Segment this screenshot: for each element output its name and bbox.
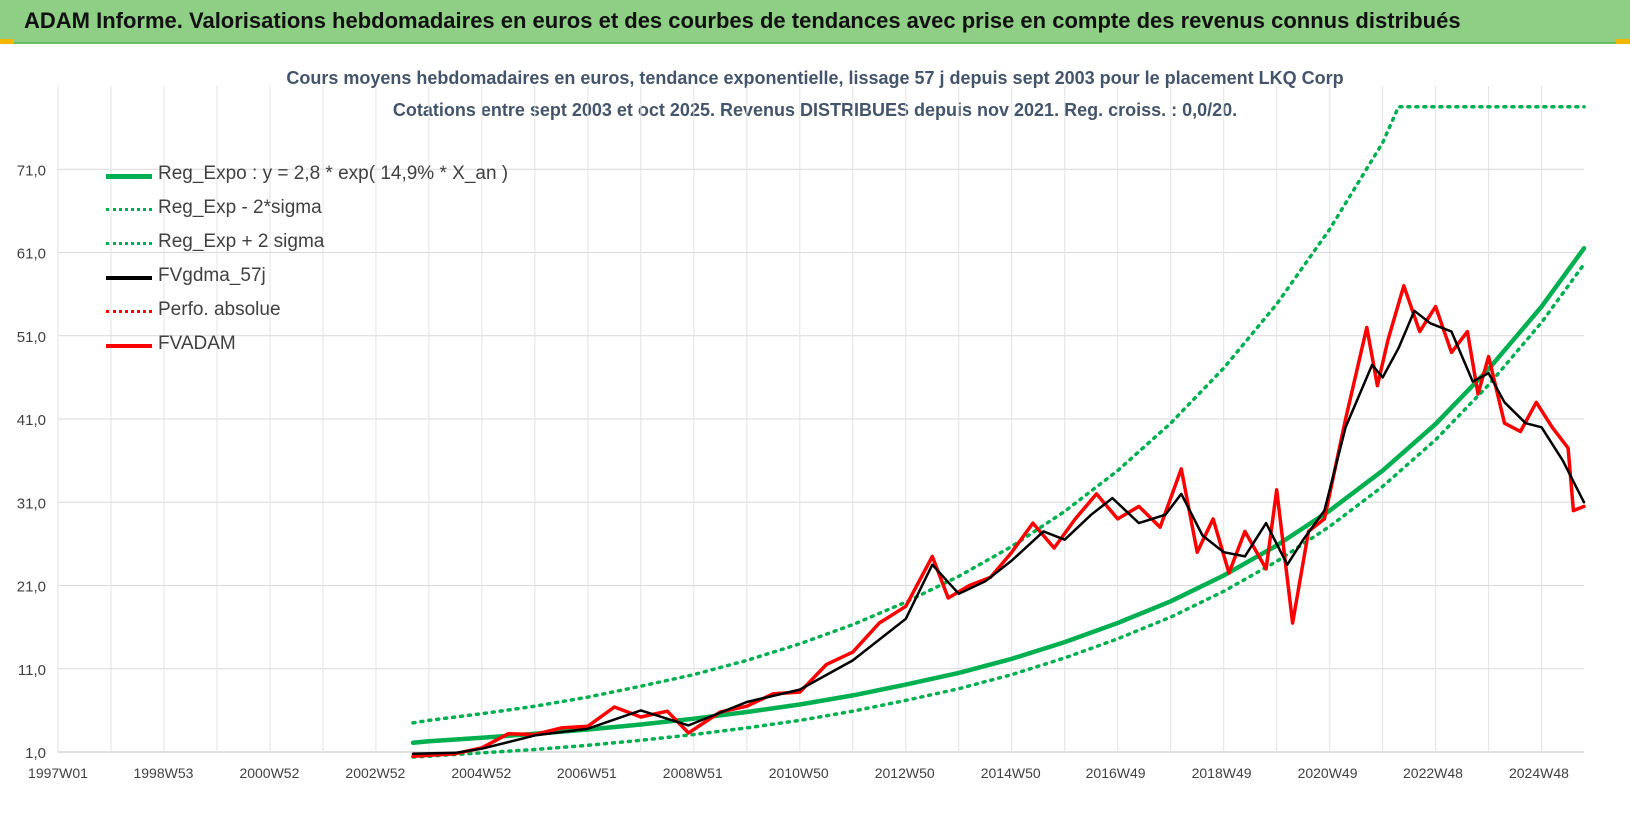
y-tick-label: 61,0 — [17, 246, 46, 263]
legend-label: Perfo. absolue — [158, 299, 281, 320]
x-tick-label: 1998W53 — [133, 765, 193, 781]
legend-swatch — [106, 276, 152, 280]
x-tick-label: 2004W52 — [451, 765, 511, 781]
y-tick-label: 21,0 — [17, 579, 46, 596]
chart-title-line2: Cotations entre sept 2003 et oct 2025. R… — [392, 100, 1238, 120]
legend-swatch — [106, 242, 152, 245]
series-line-2 — [411, 105, 1586, 725]
x-tick-label: 1997W01 — [28, 765, 88, 781]
x-tick-label: 2006W51 — [557, 765, 617, 781]
legend-swatch — [106, 174, 152, 179]
y-tick-label: 41,0 — [17, 412, 46, 429]
x-tick-label: 2022W48 — [1403, 765, 1463, 781]
x-tick-label: 2000W52 — [239, 765, 299, 781]
x-tick-label: 2018W49 — [1192, 765, 1252, 781]
x-axis: 1997W01 1998W53 2000W52 2002W52 2004W52 2006W… — [28, 765, 1569, 781]
y-tick-label: 51,0 — [17, 329, 46, 346]
x-tick-label: 2008W51 — [663, 765, 723, 781]
x-tick-label: 2024W48 — [1509, 765, 1569, 781]
y-axis: 1,0 11,0 21,0 31,0 41,0 51,0 61,0 71,0 — [17, 162, 46, 762]
x-tick-label: 2012W50 — [875, 765, 935, 781]
y-tick-label: 11,0 — [18, 662, 46, 679]
chart-title-line1: Cours moyens hebdomadaires en euros, ten… — [286, 68, 1344, 88]
y-tick-label: 1,0 — [25, 745, 46, 762]
legend-swatch — [106, 310, 152, 313]
y-tick-label: 71,0 — [17, 162, 46, 179]
report-title: ADAM Informe. Valorisations hebdomadaire… — [24, 8, 1461, 33]
x-tick-label: 2020W49 — [1298, 765, 1358, 781]
x-tick-label: 2016W49 — [1086, 765, 1146, 781]
grid-lines — [57, 86, 1584, 753]
x-tick-label: 2014W50 — [981, 765, 1041, 781]
legend-swatch — [106, 208, 152, 211]
corner-marker-right — [1616, 39, 1630, 44]
y-tick-label: 31,0 — [17, 495, 46, 512]
report-header: ADAM Informe. Valorisations hebdomadaire… — [0, 0, 1630, 44]
legend-label: Reg_Exp - 2*sigma — [158, 197, 322, 218]
legend-swatch — [106, 344, 152, 348]
legend-label: Reg_Exp + 2 sigma — [158, 231, 325, 252]
legend-label: FVgdma_57j — [158, 265, 266, 286]
series-lines — [410, 105, 1587, 759]
corner-marker-left — [0, 39, 14, 44]
legend-label: FVADAM — [158, 333, 236, 354]
legend-label: Reg_Expo : y = 2,8 * exp( 14,9% * X_an ) — [158, 163, 509, 184]
series-line-3 — [411, 309, 1586, 755]
series-line-1 — [411, 262, 1586, 759]
series-line-5 — [411, 284, 1586, 758]
x-tick-label: 2002W52 — [345, 765, 405, 781]
x-tick-label: 2010W50 — [769, 765, 829, 781]
